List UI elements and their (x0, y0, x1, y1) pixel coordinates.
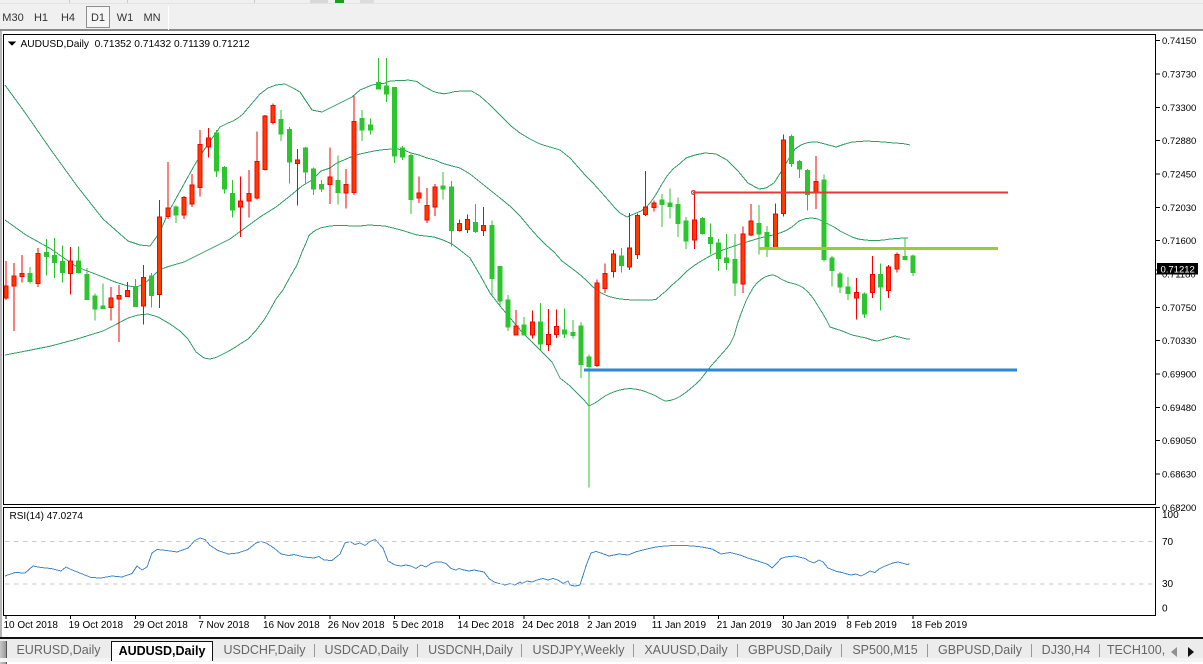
svg-text:AUDUSD,Daily 0.71352 0.71432: AUDUSD,Daily 0.71352 0.71432 0.71139 0.7… (21, 39, 251, 50)
svg-text:0.71212: 0.71212 (1161, 265, 1195, 276)
svg-text:5 Dec 2018: 5 Dec 2018 (393, 620, 445, 631)
svg-text:0.73730: 0.73730 (1162, 70, 1196, 81)
svg-text:0.71180: 0.71180 (1162, 270, 1196, 281)
svg-text:18 Feb 2019: 18 Feb 2019 (911, 620, 968, 631)
svg-text:0.69900: 0.69900 (1162, 370, 1196, 381)
svg-text:0.68200: 0.68200 (1162, 503, 1196, 514)
svg-text:0.68630: 0.68630 (1162, 470, 1196, 481)
svg-text:100: 100 (1162, 510, 1179, 521)
svg-text:0.73300: 0.73300 (1162, 103, 1196, 114)
svg-text:10 Oct 2018: 10 Oct 2018 (4, 620, 59, 631)
svg-text:7 Nov 2018: 7 Nov 2018 (198, 620, 250, 631)
svg-text:2 Jan 2019: 2 Jan 2019 (587, 620, 637, 631)
svg-text:0.70750: 0.70750 (1162, 303, 1196, 314)
svg-text:16 Nov 2018: 16 Nov 2018 (263, 620, 320, 631)
svg-text:0: 0 (1162, 604, 1168, 615)
svg-text:70: 70 (1162, 537, 1174, 548)
svg-text:0.74150: 0.74150 (1162, 36, 1196, 47)
svg-text:30: 30 (1162, 579, 1174, 590)
svg-text:21 Jan 2019: 21 Jan 2019 (717, 620, 772, 631)
svg-text:29 Oct 2018: 29 Oct 2018 (133, 620, 188, 631)
svg-text:0.70330: 0.70330 (1162, 336, 1196, 347)
svg-text:0.69480: 0.69480 (1162, 403, 1196, 414)
svg-text:8 Feb 2019: 8 Feb 2019 (846, 620, 897, 631)
svg-text:0.72030: 0.72030 (1162, 203, 1196, 214)
svg-text:24 Dec 2018: 24 Dec 2018 (522, 620, 579, 631)
svg-text:26 Nov 2018: 26 Nov 2018 (328, 620, 385, 631)
svg-text:0.72880: 0.72880 (1162, 136, 1196, 147)
svg-text:14 Dec 2018: 14 Dec 2018 (457, 620, 514, 631)
svg-text:11 Jan 2019: 11 Jan 2019 (652, 620, 707, 631)
svg-text:19 Oct 2018: 19 Oct 2018 (69, 620, 124, 631)
svg-text:0.72450: 0.72450 (1162, 170, 1196, 181)
svg-text:0.71600: 0.71600 (1162, 236, 1196, 247)
svg-text:30 Jan 2019: 30 Jan 2019 (781, 620, 836, 631)
svg-text:0.69050: 0.69050 (1162, 436, 1196, 447)
svg-text:RSI(14) 47.0274: RSI(14) 47.0274 (10, 511, 84, 522)
